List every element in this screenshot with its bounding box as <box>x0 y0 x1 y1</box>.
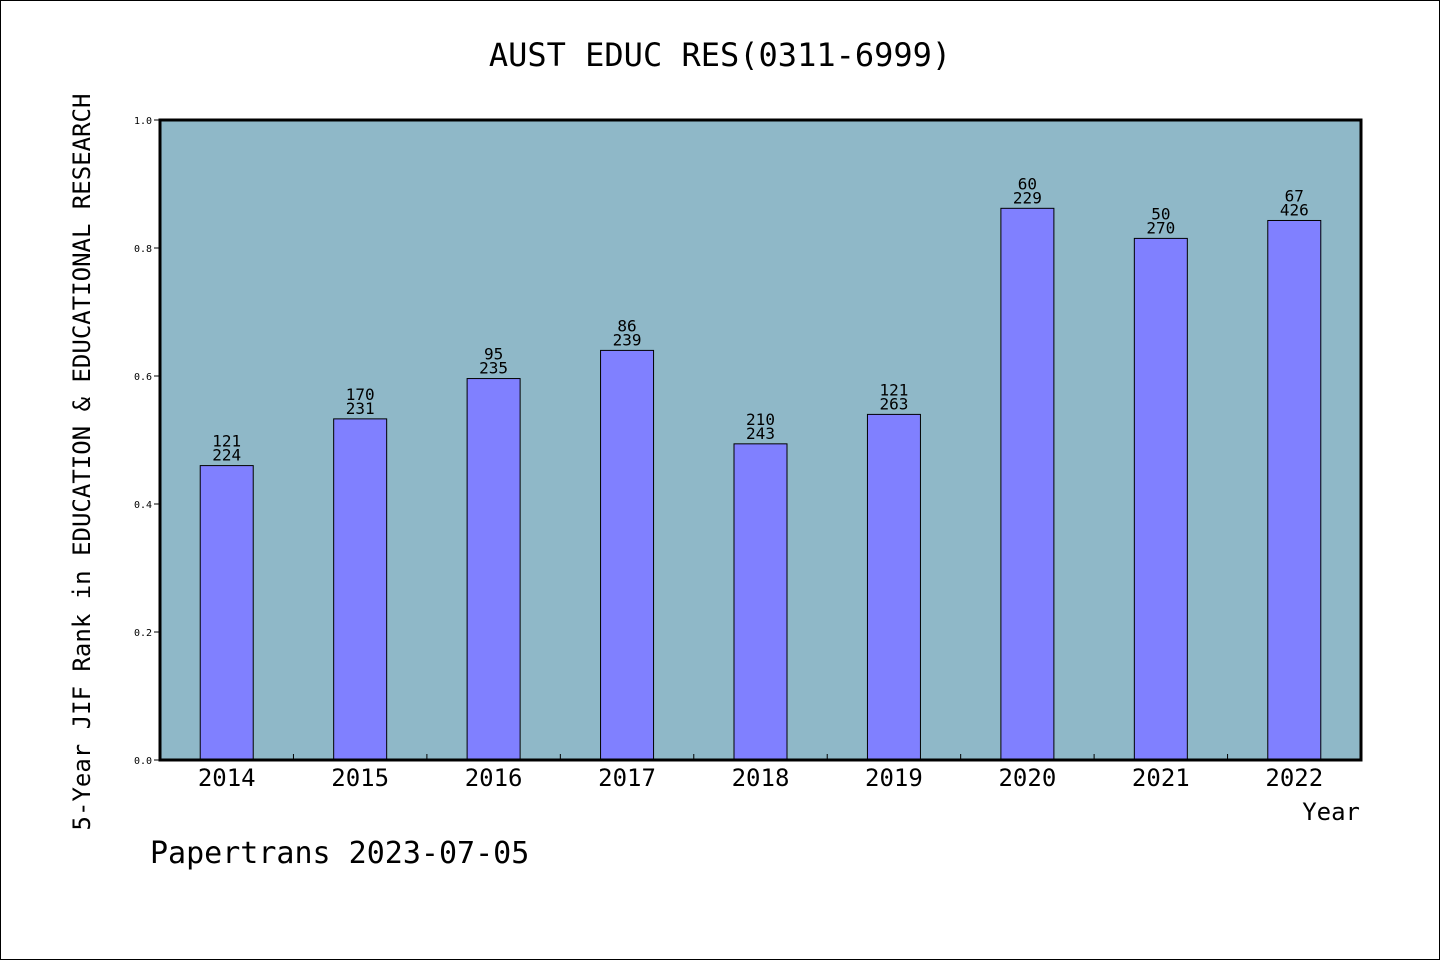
y-tick-label: 0.2 <box>134 628 152 639</box>
bar-2022 <box>1267 219 1322 761</box>
bar-total-label: 243 <box>746 424 775 443</box>
x-axis: 2014 2015 2016 2017 2018 2019 2020 2021 2022 <box>198 754 1323 792</box>
x-tick-label: 2015 <box>331 764 389 792</box>
x-tick-label: 2014 <box>198 764 256 792</box>
bar-total-label: 263 <box>879 394 908 413</box>
bar-rank-label: 121 <box>879 380 908 399</box>
bar-2014 <box>199 465 254 761</box>
bar-2021 <box>1133 237 1188 761</box>
y-tick-label: 0.0 <box>134 756 152 767</box>
plot-border <box>158 118 1363 762</box>
y-tick-label: 0.4 <box>134 500 152 511</box>
bars-group: 1212241702319523586239210243121263602295… <box>199 174 1322 761</box>
y-tick-label: 1.0 <box>134 116 152 127</box>
bar-rank-label: 86 <box>617 316 636 335</box>
bar-total-label: 426 <box>1280 200 1309 219</box>
bar-rank-label: 60 <box>1018 174 1037 193</box>
x-tick-label: 2016 <box>465 764 523 792</box>
x-tick-label: 2017 <box>598 764 656 792</box>
bar-rank-label: 50 <box>1151 204 1170 223</box>
chart-title: AUST EDUC RES(0311-6999) <box>489 36 951 74</box>
bar-total-label: 224 <box>212 446 241 465</box>
bar-2019 <box>866 413 921 761</box>
bar-total-label: 229 <box>1013 188 1042 207</box>
bar-2017 <box>600 349 655 761</box>
x-tick-label: 2022 <box>1265 764 1323 792</box>
x-tick-label: 2019 <box>865 764 923 792</box>
x-tick-label: 2021 <box>1132 764 1190 792</box>
bar-total-label: 231 <box>346 399 375 418</box>
y-axis-label: 5-Year JIF Rank in EDUCATION & EDUCATION… <box>68 94 96 831</box>
x-tick-label: 2018 <box>732 764 790 792</box>
bar-2015 <box>333 418 388 761</box>
y-tick-label: 0.6 <box>134 372 152 383</box>
bar-2016 <box>466 378 521 761</box>
bar-total-label: 235 <box>479 359 508 378</box>
bar-total-label: 270 <box>1146 218 1175 237</box>
bar-rank-label: 170 <box>346 385 375 404</box>
bar-rank-label: 95 <box>484 345 503 364</box>
x-axis-label: Year <box>1302 798 1360 826</box>
bar-rank-label: 210 <box>746 410 775 429</box>
footer-source: Papertrans 2023-07-05 <box>150 836 529 871</box>
y-axis: 0.0 0.2 0.4 0.6 0.8 1.0 <box>134 116 160 767</box>
bar-2018 <box>733 443 788 761</box>
bar-rank-label: 67 <box>1285 186 1304 205</box>
bar-total-label: 239 <box>613 330 642 349</box>
y-tick-label: 0.8 <box>134 244 152 255</box>
bar-2020 <box>1000 207 1055 761</box>
x-tick-label: 2020 <box>998 764 1056 792</box>
bar-rank-label: 121 <box>212 432 241 451</box>
